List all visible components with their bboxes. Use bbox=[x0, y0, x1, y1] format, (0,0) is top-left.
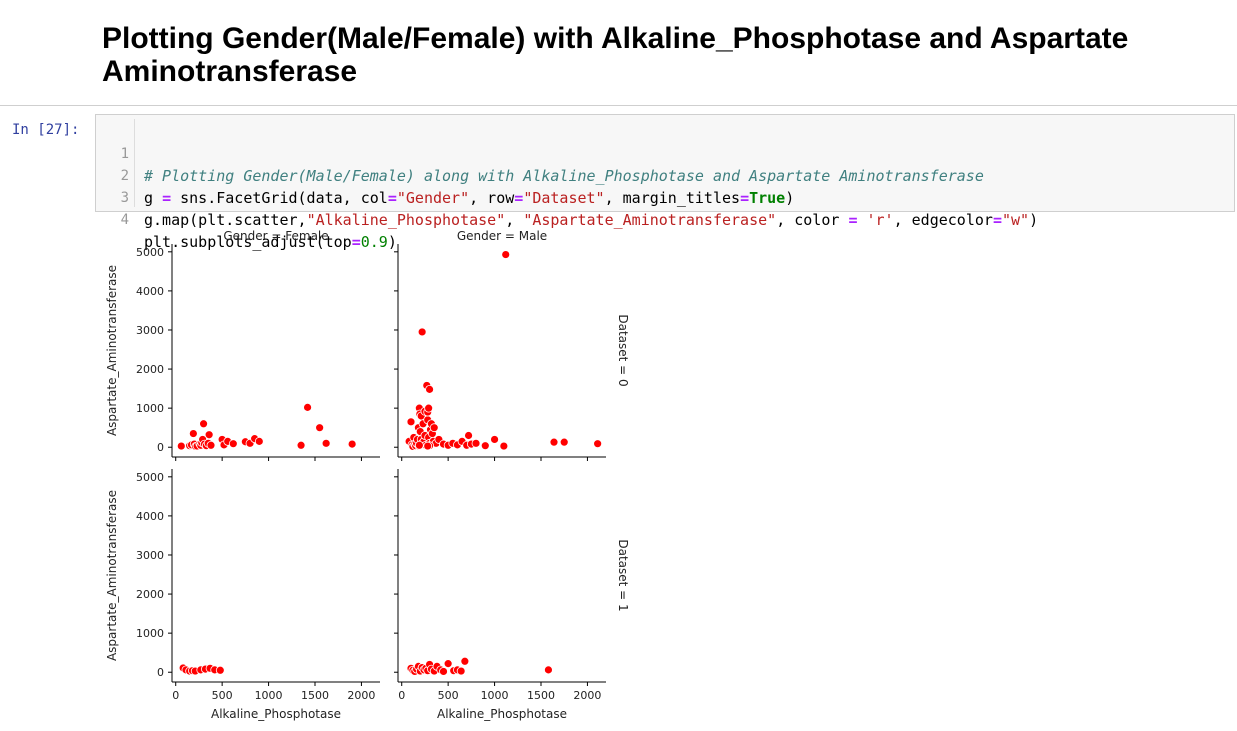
y-tick-label: 5000 bbox=[136, 246, 164, 259]
x-tick-label: 1000 bbox=[255, 689, 283, 702]
x-tick-label: 1000 bbox=[481, 689, 509, 702]
scatter-point bbox=[414, 440, 424, 450]
code-line-3: 3 g.map(plt.scatter,"Alkaline_Phosphotas… bbox=[96, 165, 1039, 229]
x-tick-label: 2000 bbox=[573, 689, 601, 702]
y-tick-label: 3000 bbox=[136, 549, 164, 562]
x-tick-label: 2000 bbox=[347, 689, 375, 702]
scatter-point bbox=[406, 417, 416, 427]
scatter-point bbox=[206, 440, 216, 450]
y-tick-label: 3000 bbox=[136, 324, 164, 337]
scatter-point bbox=[480, 441, 490, 451]
row-title: Dataset = 1 bbox=[616, 539, 630, 611]
scatter-point bbox=[315, 423, 325, 433]
y-tick-label: 4000 bbox=[136, 285, 164, 298]
scatter-point bbox=[296, 440, 306, 450]
code-line-1: 1 # Plotting Gender(Male/Female) along w… bbox=[96, 121, 984, 185]
line-number: 4 bbox=[120, 212, 129, 228]
cell-prompt: In [27]: bbox=[12, 122, 80, 138]
column-title: Gender = Male bbox=[457, 229, 547, 243]
scatter-point bbox=[460, 656, 470, 666]
x-tick-label: 500 bbox=[438, 689, 459, 702]
y-tick-label: 1000 bbox=[136, 402, 164, 415]
code-line-2: 2 g = sns.FacetGrid(data, col="Gender", … bbox=[96, 143, 795, 207]
scatter-point bbox=[559, 437, 569, 447]
code-line-4: 4 plt.subplots_adjust(top=0.9) bbox=[96, 187, 397, 251]
scatter-point bbox=[425, 384, 434, 394]
scatter-point bbox=[417, 327, 427, 337]
x-tick-label: 500 bbox=[212, 689, 233, 702]
scatter-point bbox=[471, 438, 481, 448]
y-tick-label: 4000 bbox=[136, 510, 164, 523]
column-title: Gender = Female bbox=[223, 229, 328, 243]
scatter-point bbox=[501, 250, 511, 259]
scatter-point bbox=[228, 439, 238, 449]
code-comment: # Plotting Gender(Male/Female) along wit… bbox=[144, 167, 984, 185]
line-number: 1 bbox=[120, 146, 129, 162]
scatter-point bbox=[254, 436, 264, 446]
scatter-point bbox=[176, 441, 186, 451]
scatter-point bbox=[464, 431, 473, 440]
facet-grid-chart: 0100020003000400050000100020003000400050… bbox=[105, 229, 630, 721]
scatter-point bbox=[499, 441, 509, 451]
y-tick-label: 1000 bbox=[136, 627, 164, 640]
row-title: Dataset = 0 bbox=[616, 314, 630, 386]
y-tick-label: 2000 bbox=[136, 588, 164, 601]
y-tick-label: 5000 bbox=[136, 471, 164, 484]
x-tick-label: 0 bbox=[398, 689, 405, 702]
code-cell-input[interactable]: 1 # Plotting Gender(Male/Female) along w… bbox=[95, 114, 1235, 251]
y-axis-label: Aspartate_Aminotransferase bbox=[105, 265, 119, 436]
y-tick-label: 0 bbox=[157, 666, 164, 679]
x-tick-label: 0 bbox=[172, 689, 179, 702]
scatter-point bbox=[443, 659, 453, 669]
scatter-point bbox=[204, 430, 214, 440]
y-tick-label: 2000 bbox=[136, 363, 164, 376]
line-number: 2 bbox=[120, 168, 129, 184]
scatter-point bbox=[593, 439, 603, 449]
scatter-point bbox=[544, 665, 553, 675]
x-axis-label: Alkaline_Phosphotase bbox=[437, 707, 567, 721]
scatter-point bbox=[456, 666, 466, 676]
scatter-point bbox=[549, 437, 559, 447]
y-axis-label: Aspartate_Aminotransferase bbox=[105, 490, 119, 661]
scatter-point bbox=[424, 403, 434, 413]
scatter-point bbox=[215, 665, 225, 675]
x-tick-label: 1500 bbox=[527, 689, 555, 702]
scatter-point bbox=[303, 402, 312, 412]
scatter-point bbox=[199, 419, 208, 429]
scatter-point bbox=[321, 438, 331, 448]
scatter-point bbox=[439, 667, 448, 676]
section-heading: Plotting Gender(Male/Female) with Alkali… bbox=[102, 22, 1129, 88]
scatter-point bbox=[429, 423, 439, 433]
cell-separator bbox=[0, 105, 1237, 106]
scatter-point bbox=[347, 439, 357, 449]
scatter-point bbox=[490, 435, 499, 444]
x-tick-label: 1500 bbox=[301, 689, 329, 702]
x-axis-label: Alkaline_Phosphotase bbox=[211, 707, 341, 721]
scatter-point bbox=[188, 429, 198, 438]
line-number: 3 bbox=[120, 190, 129, 206]
scatter-point bbox=[423, 441, 433, 451]
y-tick-label: 0 bbox=[157, 441, 164, 454]
line-number-gutter bbox=[134, 119, 135, 207]
